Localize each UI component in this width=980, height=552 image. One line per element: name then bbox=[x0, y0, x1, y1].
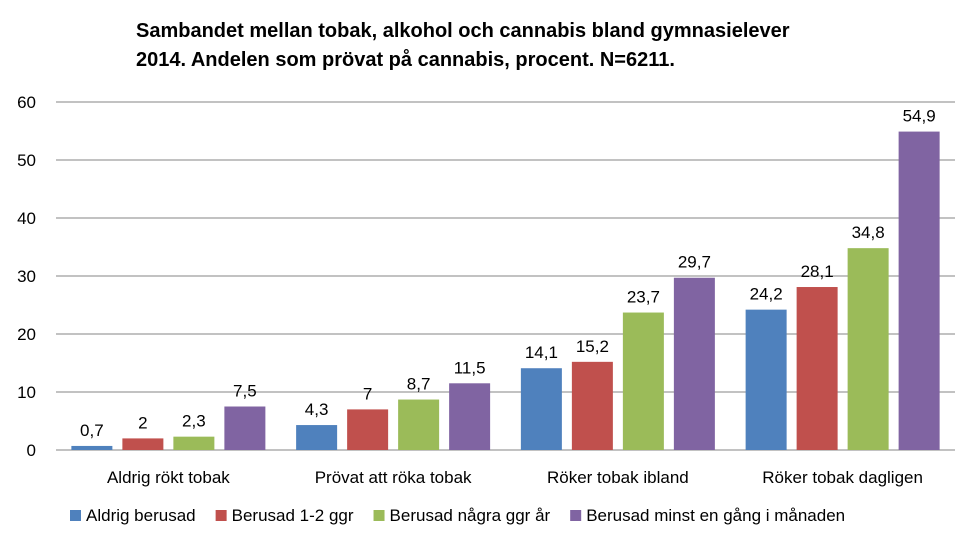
data-label-2-1: 2 bbox=[138, 413, 147, 432]
data-label-4-4: 54,9 bbox=[903, 107, 936, 126]
data-label-2-4: 28,1 bbox=[801, 262, 834, 281]
y-tick-label-60: 60 bbox=[17, 93, 36, 112]
bar-3-2 bbox=[398, 399, 440, 450]
bar-2-3 bbox=[571, 361, 613, 450]
x-category-label-2: Prövat att röka tobak bbox=[315, 468, 472, 487]
bar-4-1 bbox=[224, 406, 266, 450]
bar-2-4 bbox=[796, 287, 838, 450]
legend-swatch-1 bbox=[70, 510, 81, 521]
bar-2-2 bbox=[347, 409, 389, 450]
bar-3-1 bbox=[173, 436, 215, 450]
x-category-label-4: Röker tobak dagligen bbox=[762, 468, 923, 487]
data-label-3-1: 2,3 bbox=[182, 412, 206, 431]
legend-swatch-3 bbox=[373, 510, 385, 521]
data-label-1-2: 4,3 bbox=[305, 400, 329, 419]
data-label-4-2: 11,5 bbox=[454, 358, 486, 377]
data-label-3-2: 8,7 bbox=[407, 375, 431, 394]
bar-3-3 bbox=[622, 312, 664, 450]
bar-1-2 bbox=[296, 425, 338, 450]
chart-title-line-1: Sambandet mellan tobak, alkohol och cann… bbox=[136, 20, 790, 42]
data-label-1-4: 24,2 bbox=[750, 285, 783, 304]
data-label-3-4: 34,8 bbox=[852, 223, 885, 242]
legend-label-4: Berusad minst en gång i månaden bbox=[586, 506, 845, 525]
x-category-label-1: Aldrig rökt tobak bbox=[107, 468, 230, 487]
y-tick-label-20: 20 bbox=[17, 325, 36, 344]
data-label-4-1: 7,5 bbox=[233, 382, 257, 401]
bar-1-3 bbox=[520, 368, 562, 450]
y-tick-label-30: 30 bbox=[17, 267, 36, 286]
legend-label-2: Berusad 1-2 ggr bbox=[232, 506, 354, 525]
data-label-2-2: 7 bbox=[363, 384, 372, 403]
y-tick-label-0: 0 bbox=[27, 441, 36, 460]
y-tick-label-50: 50 bbox=[17, 151, 36, 170]
bar-1-1 bbox=[71, 445, 113, 450]
bar-1-4 bbox=[745, 309, 787, 450]
bar-2-1 bbox=[122, 438, 164, 450]
legend-label-3: Berusad några ggr år bbox=[390, 506, 551, 525]
bar-4-3 bbox=[673, 277, 715, 450]
data-label-3-3: 23,7 bbox=[627, 288, 660, 307]
data-label-1-1: 0,7 bbox=[80, 421, 104, 440]
x-category-label-3: Röker tobak ibland bbox=[547, 468, 689, 487]
bar-4-4 bbox=[898, 131, 940, 450]
bar-4-2 bbox=[449, 383, 491, 450]
data-label-1-3: 14,1 bbox=[525, 343, 558, 362]
legend-label-1: Aldrig berusad bbox=[86, 506, 196, 525]
y-tick-label-10: 10 bbox=[17, 383, 36, 402]
legend-swatch-4 bbox=[570, 510, 582, 521]
data-label-2-3: 15,2 bbox=[576, 337, 609, 356]
chart-title-line-2: 2014. Andelen som prövat på cannabis, pr… bbox=[136, 49, 675, 71]
legend-swatch-2 bbox=[215, 510, 227, 521]
y-tick-label-40: 40 bbox=[17, 209, 36, 228]
bar-3-4 bbox=[847, 248, 889, 450]
data-label-4-3: 29,7 bbox=[678, 253, 711, 272]
